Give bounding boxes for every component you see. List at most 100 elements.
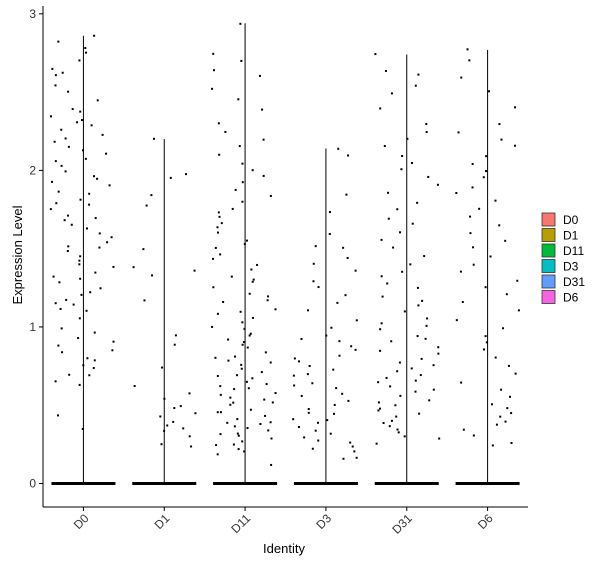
point-D31-58 bbox=[400, 168, 403, 171]
point-D11-0 bbox=[270, 463, 273, 466]
point-D11-88 bbox=[262, 138, 265, 141]
point-D0-49 bbox=[88, 192, 91, 195]
point-D6-9 bbox=[490, 403, 493, 406]
point-D11-67 bbox=[256, 263, 259, 266]
point-D0-77 bbox=[51, 67, 54, 70]
legend-swatch-D11 bbox=[541, 243, 556, 258]
point-D11-23 bbox=[232, 401, 235, 404]
point-D0-1 bbox=[57, 414, 60, 417]
point-D3-48 bbox=[328, 232, 331, 235]
point-D0-69 bbox=[49, 115, 52, 118]
point-D3-24 bbox=[292, 374, 295, 377]
point-D0-3 bbox=[54, 380, 57, 383]
point-D3-22 bbox=[293, 384, 296, 387]
point-D11-69 bbox=[219, 253, 222, 256]
point-D0-54 bbox=[92, 175, 95, 178]
point-D31-27 bbox=[420, 357, 423, 360]
point-D0-46 bbox=[88, 203, 91, 206]
point-D1-12 bbox=[188, 392, 191, 395]
point-D1-22 bbox=[145, 204, 148, 207]
point-D0-41 bbox=[70, 223, 73, 226]
point-D0-8 bbox=[93, 359, 96, 362]
point-D3-15 bbox=[307, 411, 310, 414]
point-D0-36 bbox=[67, 245, 70, 248]
point-D1-4 bbox=[182, 427, 185, 430]
point-D11-7 bbox=[270, 437, 273, 440]
point-D0-45 bbox=[49, 208, 52, 211]
point-D31-2 bbox=[403, 435, 406, 438]
point-D6-40 bbox=[471, 163, 474, 166]
violin-D11 bbox=[211, 22, 278, 486]
point-D11-39 bbox=[240, 363, 243, 366]
point-D1-21 bbox=[142, 248, 145, 251]
point-D11-26 bbox=[229, 396, 232, 399]
point-D11-70 bbox=[214, 246, 217, 249]
point-D31-69 bbox=[384, 69, 387, 72]
axes: 0 1 2 3 D0 D1 D11 D3 D31 D6 bbox=[29, 6, 528, 537]
point-D0-33 bbox=[79, 255, 82, 258]
legend-label-D3: D3 bbox=[563, 260, 579, 274]
point-D0-72 bbox=[96, 99, 99, 102]
point-D3-17 bbox=[333, 403, 336, 406]
point-D6-42 bbox=[514, 144, 517, 147]
point-D3-13 bbox=[292, 418, 295, 421]
point-D3-5 bbox=[349, 441, 352, 444]
point-D0-28 bbox=[52, 275, 55, 278]
point-D11-98 bbox=[239, 22, 242, 25]
point-D11-42 bbox=[214, 356, 217, 359]
point-D3-3 bbox=[311, 447, 314, 450]
point-D0-48 bbox=[79, 198, 82, 201]
point-D6-20 bbox=[455, 319, 458, 322]
point-D0-66 bbox=[90, 124, 93, 127]
point-D6-3 bbox=[462, 428, 465, 431]
point-D0-26 bbox=[58, 281, 61, 284]
point-D31-18 bbox=[389, 385, 392, 388]
point-D1-25 bbox=[185, 173, 188, 176]
point-D11-57 bbox=[274, 308, 277, 311]
point-D0-74 bbox=[54, 84, 57, 87]
point-D6-13 bbox=[514, 372, 517, 375]
point-D6-1 bbox=[510, 442, 513, 445]
point-D1-13 bbox=[133, 385, 136, 388]
point-D11-43 bbox=[233, 355, 236, 358]
point-D31-15 bbox=[399, 394, 402, 397]
point-D0-29 bbox=[94, 271, 97, 274]
point-D6-12 bbox=[460, 381, 463, 384]
point-D11-56 bbox=[239, 310, 242, 313]
point-D1-19 bbox=[193, 269, 196, 272]
point-D11-14 bbox=[259, 422, 262, 425]
point-D11-25 bbox=[263, 398, 266, 401]
point-D11-65 bbox=[230, 275, 233, 278]
point-D3-38 bbox=[307, 309, 310, 312]
point-D3-11 bbox=[317, 421, 320, 424]
point-D31-48 bbox=[392, 246, 395, 249]
point-D11-59 bbox=[266, 299, 269, 302]
point-D6-7 bbox=[510, 412, 513, 415]
point-D11-48 bbox=[227, 338, 230, 341]
point-D31-19 bbox=[377, 381, 380, 384]
point-D0-23 bbox=[80, 293, 83, 296]
point-D31-29 bbox=[379, 349, 382, 352]
point-D0-2 bbox=[78, 383, 81, 386]
point-D3-14 bbox=[333, 412, 336, 415]
point-D3-2 bbox=[353, 450, 356, 453]
point-D31-21 bbox=[385, 376, 388, 379]
point-D31-50 bbox=[399, 231, 402, 234]
point-D31-47 bbox=[423, 255, 426, 258]
point-D3-34 bbox=[300, 337, 303, 340]
point-D0-17 bbox=[78, 317, 81, 320]
point-D3-40 bbox=[344, 294, 347, 297]
point-D31-41 bbox=[381, 295, 384, 298]
point-D6-26 bbox=[459, 270, 462, 273]
point-D11-78 bbox=[231, 207, 234, 210]
point-D0-12 bbox=[57, 344, 60, 347]
point-D11-50 bbox=[249, 332, 252, 335]
point-D0-13 bbox=[112, 340, 115, 343]
point-D3-1 bbox=[355, 456, 358, 459]
point-D0-9 bbox=[86, 357, 89, 360]
point-D6-2 bbox=[472, 434, 475, 437]
point-D3-44 bbox=[312, 262, 315, 265]
point-D0-16 bbox=[60, 327, 63, 330]
point-D6-27 bbox=[472, 263, 475, 266]
point-D0-82 bbox=[93, 34, 96, 37]
